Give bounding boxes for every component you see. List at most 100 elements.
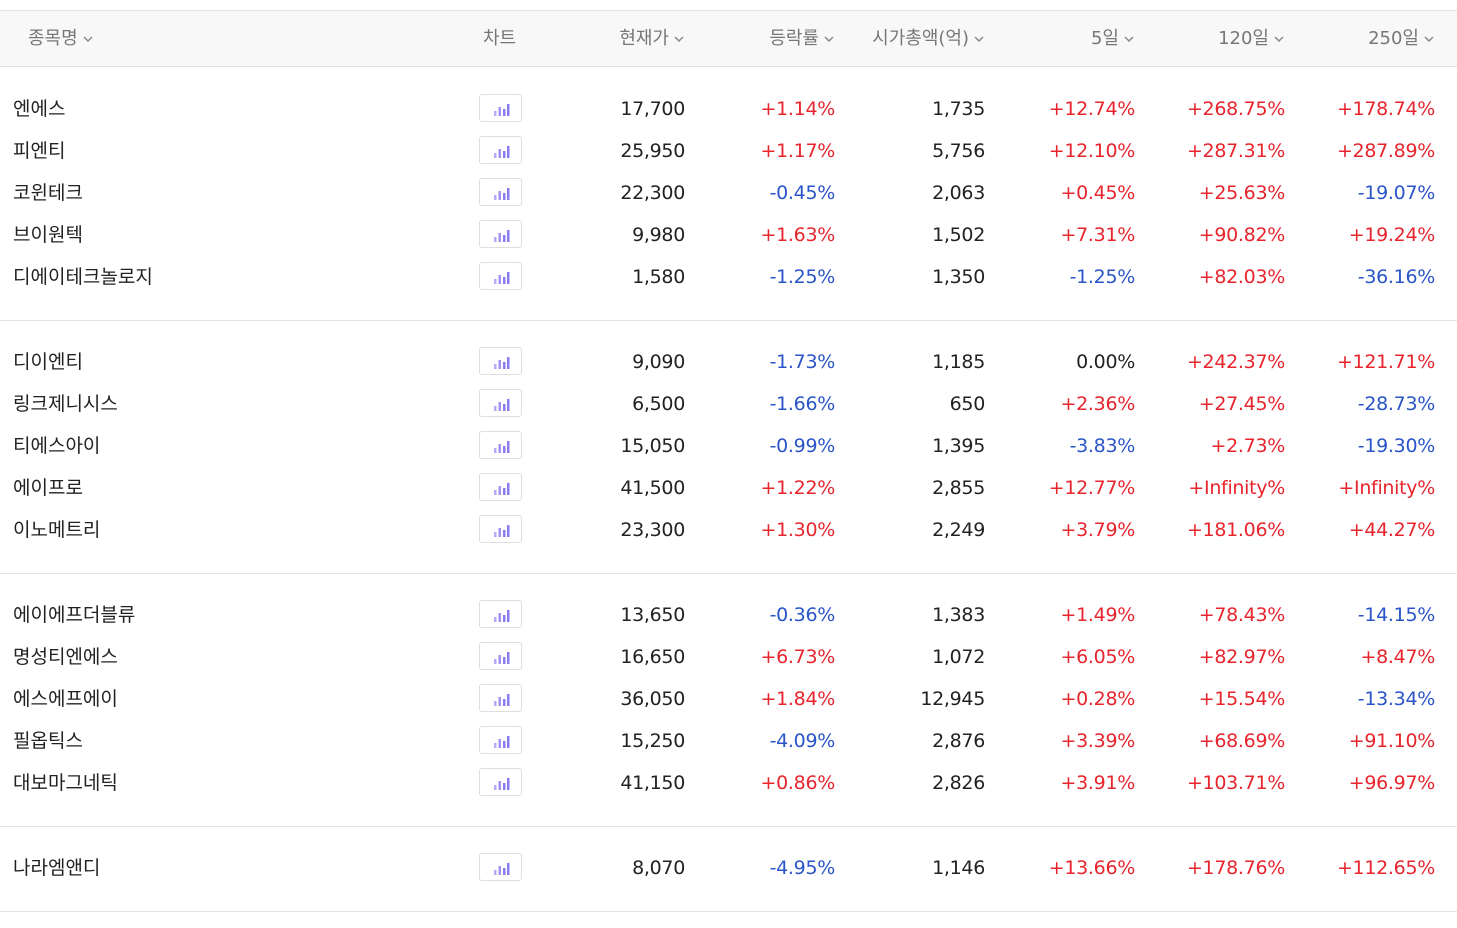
- change-5d-cell: +2.36%: [1060, 393, 1136, 415]
- change-cell: -0.36%: [769, 604, 836, 626]
- bar-chart-icon: [494, 272, 510, 284]
- chart-button[interactable]: [479, 684, 522, 712]
- change-5d-cell: +6.05%: [1060, 646, 1136, 668]
- table-row[interactable]: 필옵틱스 15,250 -4.09% 2,876 +3.39% +68.69% +91.10…: [0, 720, 1457, 762]
- table-row[interactable]: 엔에스 17,700 +1.14% 1,735 +12.74% +268.75% +178.…: [0, 88, 1457, 130]
- stock-name[interactable]: 대보마그네틱: [13, 772, 118, 794]
- stock-name[interactable]: 에이에프더블류: [13, 604, 136, 626]
- sort-by-250d[interactable]: 250일: [1368, 11, 1435, 66]
- change-120d-cell: +82.97%: [1198, 646, 1286, 668]
- sort-by-5d[interactable]: 5일: [1091, 11, 1135, 66]
- chart-button[interactable]: [479, 347, 522, 375]
- sort-by-name[interactable]: 종목명: [28, 11, 94, 66]
- chart-button[interactable]: [479, 600, 522, 628]
- change-5d-cell: +0.45%: [1060, 182, 1136, 204]
- chart-button[interactable]: [479, 473, 522, 501]
- change-5d-cell: +3.91%: [1060, 772, 1136, 794]
- chart-button[interactable]: [479, 178, 522, 206]
- table-row[interactable]: 명성티엔에스 16,650 +6.73% 1,072 +6.05% +82.97% +8.4…: [0, 636, 1457, 678]
- table-row[interactable]: 에스에프에이 36,050 +1.84% 12,945 +0.28% +15.54% -13…: [0, 678, 1457, 720]
- stock-name[interactable]: 브이원텍: [13, 224, 83, 246]
- change-cell: -1.73%: [769, 351, 836, 373]
- table-row[interactable]: 브이원텍 9,980 +1.63% 1,502 +7.31% +90.82% +19.24%: [0, 214, 1457, 256]
- chevron-down-icon: [824, 36, 834, 43]
- change-250d-cell: +91.10%: [1348, 730, 1436, 752]
- chart-button[interactable]: [479, 853, 522, 881]
- table-row[interactable]: 디에이테크놀로지 1,580 -1.25% 1,350 -1.25% +82.03% -36…: [0, 256, 1457, 298]
- sort-by-price[interactable]: 현재가: [619, 11, 685, 66]
- chart-button[interactable]: [479, 431, 522, 459]
- chart-button[interactable]: [479, 136, 522, 164]
- stock-name[interactable]: 디이엔티: [13, 351, 83, 373]
- change-5d-cell: +7.31%: [1060, 224, 1136, 246]
- price-cell: 41,150: [620, 772, 685, 794]
- stock-name[interactable]: 디에이테크놀로지: [13, 266, 153, 288]
- change-120d-cell: +287.31%: [1186, 140, 1285, 162]
- table-row[interactable]: 코윈테크 22,300 -0.45% 2,063 +0.45% +25.63% -19.07…: [0, 172, 1457, 214]
- change-cell: -4.09%: [769, 730, 836, 752]
- change-cell: +6.73%: [760, 646, 836, 668]
- stock-name[interactable]: 필옵틱스: [13, 730, 83, 752]
- table-row[interactable]: 에이에프더블류 13,650 -0.36% 1,383 +1.49% +78.43% -14…: [0, 594, 1457, 636]
- bar-chart-icon: [494, 778, 510, 790]
- marketcap-cell: 2,855: [932, 477, 985, 499]
- stock-name[interactable]: 에스에프에이: [13, 688, 118, 710]
- stock-name[interactable]: 링크제니시스: [13, 393, 118, 415]
- bar-chart-icon: [494, 230, 510, 242]
- header-chart: 차트: [483, 11, 516, 66]
- price-cell: 15,050: [620, 435, 685, 457]
- change-cell: +1.84%: [760, 688, 836, 710]
- change-250d-cell: +121.71%: [1336, 351, 1435, 373]
- stock-name[interactable]: 티에스아이: [13, 435, 101, 457]
- chevron-down-icon: [674, 36, 684, 43]
- chart-button[interactable]: [479, 94, 522, 122]
- chart-button[interactable]: [479, 768, 522, 796]
- change-cell: -0.45%: [769, 182, 836, 204]
- sort-by-change[interactable]: 등락률: [769, 11, 835, 66]
- change-120d-cell: +181.06%: [1186, 519, 1285, 541]
- table-row[interactable]: 에이프로 41,500 +1.22% 2,855 +12.77% +Infinity% +I…: [0, 467, 1457, 509]
- table-row[interactable]: 나라엠앤디 8,070 -4.95% 1,146 +13.66% +178.76% +112…: [0, 847, 1457, 889]
- bar-chart-icon: [494, 525, 510, 537]
- change-5d-cell: -1.25%: [1069, 266, 1136, 288]
- header-chart-label: 차트: [483, 28, 517, 49]
- chart-button[interactable]: [479, 515, 522, 543]
- sort-by-marketcap[interactable]: 시가총액(억): [872, 11, 985, 66]
- stock-name[interactable]: 이노메트리: [13, 519, 101, 541]
- stock-name[interactable]: 피엔티: [13, 140, 66, 162]
- chart-button[interactable]: [479, 220, 522, 248]
- stock-name[interactable]: 에이프로: [13, 477, 83, 499]
- stock-name[interactable]: 코윈테크: [13, 182, 83, 204]
- stock-name[interactable]: 엔에스: [13, 98, 66, 120]
- table-row[interactable]: 디이엔티 9,090 -1.73% 1,185 0.00% +242.37% +121.71…: [0, 341, 1457, 383]
- stock-group: 엔에스 17,700 +1.14% 1,735 +12.74% +268.75% +178.…: [0, 67, 1457, 321]
- change-250d-cell: -19.30%: [1357, 435, 1436, 457]
- table-row[interactable]: 피엔티 25,950 +1.17% 5,756 +12.10% +287.31% +287.…: [0, 130, 1457, 172]
- top-divider: [0, 10, 1457, 11]
- table-row[interactable]: 이노메트리 23,300 +1.30% 2,249 +3.79% +181.06% +44.…: [0, 509, 1457, 551]
- table-row[interactable]: 티에스아이 15,050 -0.99% 1,395 -3.83% +2.73% -19.30…: [0, 425, 1457, 467]
- change-120d-cell: +90.82%: [1198, 224, 1286, 246]
- chart-button[interactable]: [479, 642, 522, 670]
- stock-name[interactable]: 나라엠앤디: [13, 857, 101, 879]
- change-250d-cell: +44.27%: [1348, 519, 1436, 541]
- header-120d-label: 120일: [1218, 28, 1269, 49]
- bar-chart-icon: [494, 863, 510, 875]
- change-5d-cell: -3.83%: [1069, 435, 1136, 457]
- header-marketcap-label: 시가총액(억): [872, 28, 969, 49]
- bar-chart-icon: [494, 652, 510, 664]
- marketcap-cell: 650: [949, 393, 986, 415]
- table-row[interactable]: 링크제니시스 6,500 -1.66% 650 +2.36% +27.45% -28.73%: [0, 383, 1457, 425]
- chart-button[interactable]: [479, 262, 522, 290]
- price-cell: 41,500: [620, 477, 685, 499]
- change-250d-cell: -13.34%: [1357, 688, 1436, 710]
- stock-group: 디이엔티 9,090 -1.73% 1,185 0.00% +242.37% +121.71…: [0, 320, 1457, 574]
- chart-button[interactable]: [479, 726, 522, 754]
- change-cell: +1.63%: [760, 224, 836, 246]
- table-row[interactable]: 대보마그네틱 41,150 +0.86% 2,826 +3.91% +103.71% +96…: [0, 762, 1457, 804]
- stock-name[interactable]: 명성티엔에스: [13, 646, 118, 668]
- chevron-down-icon: [1424, 36, 1434, 43]
- sort-by-120d[interactable]: 120일: [1218, 11, 1285, 66]
- chart-button[interactable]: [479, 389, 522, 417]
- table-header: 종목명 차트 현재가 등락률 시가총액(억) 5일 120일 250일: [0, 11, 1457, 67]
